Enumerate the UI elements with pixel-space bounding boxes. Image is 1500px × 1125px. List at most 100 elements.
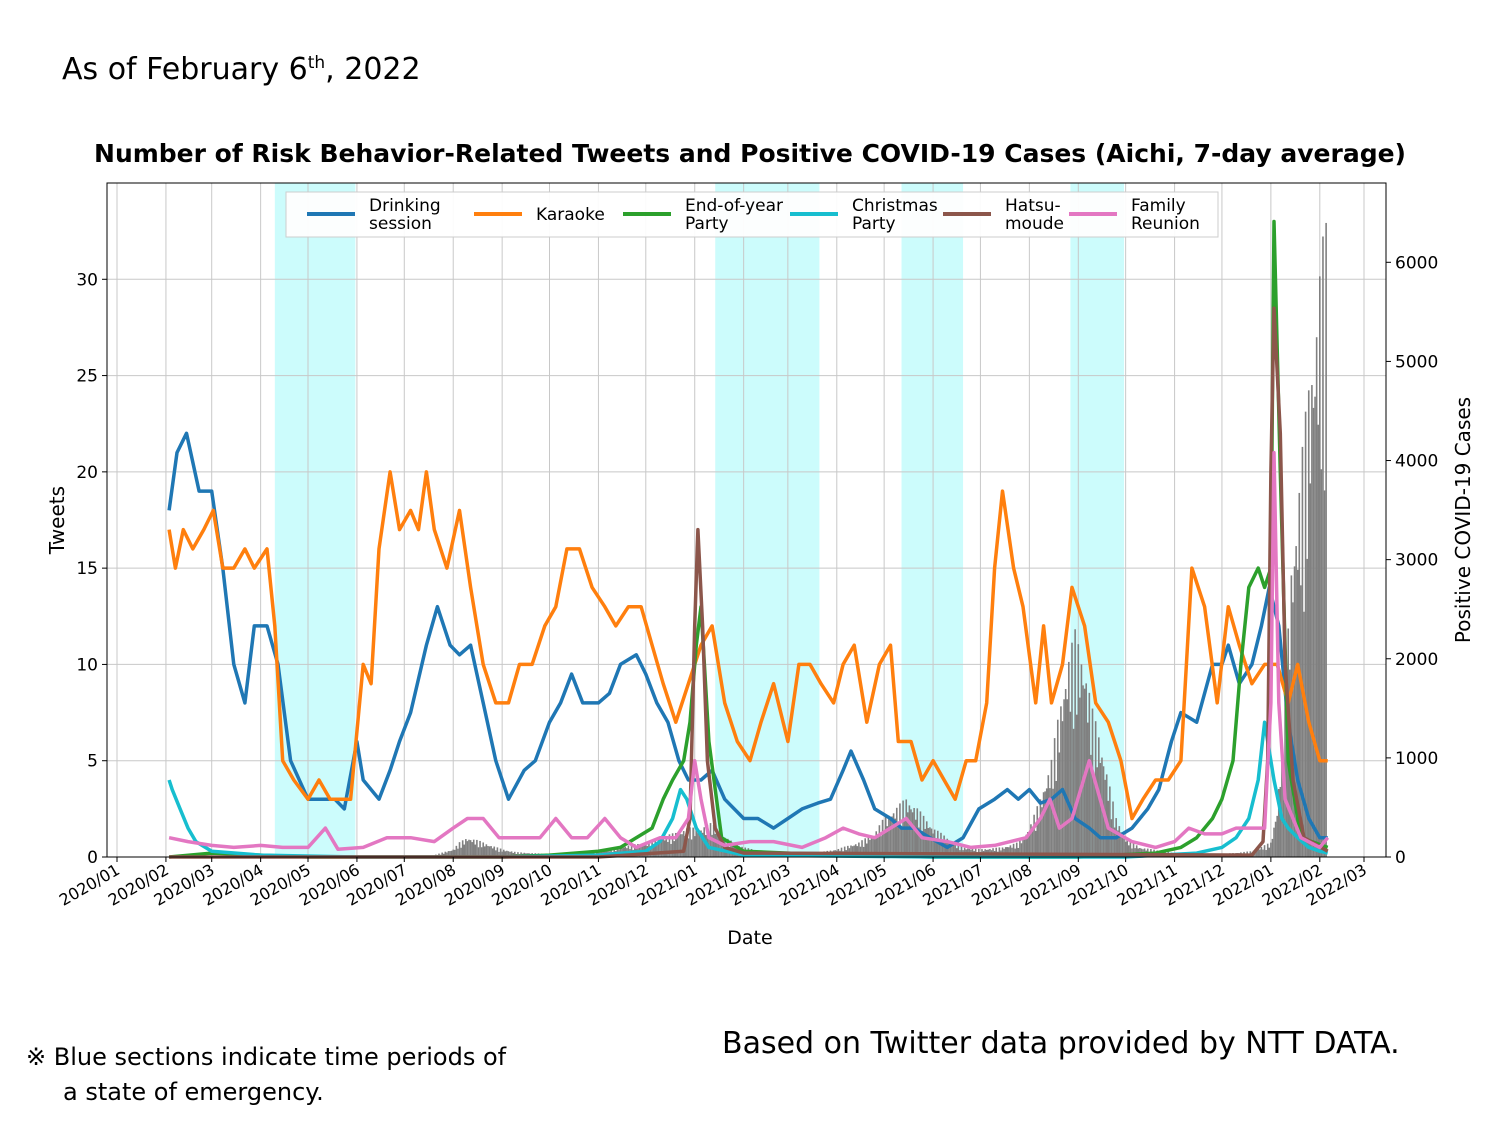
case-bar <box>1120 832 1122 857</box>
case-bar <box>441 852 443 857</box>
case-bar <box>476 839 478 857</box>
plot-frame <box>106 182 1387 858</box>
as-of-suffix: , 2022 <box>325 52 421 87</box>
case-bar <box>949 841 952 857</box>
case-bar <box>679 834 682 857</box>
case-bar <box>1300 585 1302 857</box>
legend-label-2: End-of-year Party <box>685 196 783 234</box>
case-bar <box>1039 799 1042 857</box>
case-bar <box>660 839 663 857</box>
y-tick-label-6: 30 <box>76 270 98 290</box>
case-bar <box>1044 791 1046 857</box>
case-bar <box>944 841 947 857</box>
case-bar <box>899 803 901 857</box>
case-bar <box>488 846 491 857</box>
case-bar <box>869 839 871 857</box>
case-bar <box>867 837 870 857</box>
case-bar <box>1315 337 1318 857</box>
case-bar <box>1314 396 1316 857</box>
y-tick-label-2: 10 <box>76 655 98 675</box>
case-bar <box>957 844 960 857</box>
case-bar <box>1304 411 1307 857</box>
case-bar <box>509 851 511 857</box>
case-bar <box>674 832 677 857</box>
case-bar <box>1277 789 1280 857</box>
case-bar <box>1116 830 1119 857</box>
case-bar <box>847 845 849 857</box>
case-bar <box>495 850 497 857</box>
case-bar <box>1079 697 1081 857</box>
case-bar <box>671 833 674 857</box>
series-line-4 <box>169 306 1329 859</box>
case-bar <box>1290 575 1293 857</box>
case-bar <box>493 846 496 857</box>
case-bar <box>697 833 699 857</box>
case-bar <box>1268 847 1271 857</box>
emergency-band-0 <box>274 183 356 857</box>
case-bar <box>1052 788 1054 857</box>
case-bar <box>952 845 955 857</box>
case-bar <box>927 828 930 857</box>
case-bar <box>701 832 704 857</box>
case-bar <box>1293 566 1296 857</box>
case-bar <box>1319 276 1321 857</box>
case-bar <box>1082 685 1084 857</box>
case-bar <box>903 818 906 857</box>
case-bars <box>433 222 1327 857</box>
case-bar <box>1060 706 1062 857</box>
case-bar <box>877 835 879 857</box>
case-bar <box>1265 850 1267 857</box>
case-bar <box>1075 714 1078 857</box>
case-bar <box>498 851 500 857</box>
case-bar <box>998 847 1001 857</box>
case-bar <box>1276 815 1278 857</box>
case-bar <box>1006 847 1009 857</box>
case-bar <box>1020 843 1023 857</box>
case-bar <box>954 842 956 857</box>
case-bar <box>1069 711 1072 857</box>
case-bar <box>1109 786 1111 857</box>
case-bar <box>1132 842 1135 857</box>
case-bar <box>1056 719 1059 857</box>
case-bar <box>1045 788 1048 857</box>
case-bar <box>948 841 950 857</box>
case-bar <box>1047 775 1050 857</box>
case-bar <box>717 833 720 857</box>
case-bar <box>1262 849 1264 857</box>
case-bar <box>1012 843 1015 857</box>
x-axis-label: Date <box>727 927 772 949</box>
case-bar <box>471 842 473 857</box>
case-bar <box>1312 407 1315 857</box>
case-bar <box>480 847 483 857</box>
case-bar <box>1042 792 1045 857</box>
case-bar <box>1259 849 1261 857</box>
legend-box <box>285 191 1219 238</box>
case-bar <box>657 838 660 857</box>
case-bar <box>850 845 852 857</box>
case-bar <box>1124 841 1127 857</box>
case-bar <box>861 840 863 857</box>
case-bar <box>1322 236 1324 857</box>
case-bar <box>1090 754 1092 857</box>
case-bar <box>706 824 709 857</box>
case-bar <box>878 825 881 857</box>
case-bar <box>469 840 472 857</box>
case-bar <box>513 851 516 857</box>
case-bar <box>1317 424 1320 857</box>
footnote-line-2: a state of emergency. <box>63 1078 324 1106</box>
case-bar <box>1077 644 1080 857</box>
case-bar <box>477 847 480 857</box>
case-bar <box>1307 390 1310 857</box>
case-bar <box>872 836 874 857</box>
case-bar <box>1296 569 1299 857</box>
case-bar <box>895 807 898 857</box>
case-bar <box>1068 661 1070 857</box>
case-bar <box>1303 611 1305 857</box>
case-bar <box>460 847 462 857</box>
case-bar <box>1113 827 1116 857</box>
case-bar <box>1270 842 1272 857</box>
case-bar <box>918 827 920 857</box>
case-bar <box>1025 834 1028 857</box>
case-bar <box>1071 642 1073 857</box>
y-tick-label-1: 5 <box>87 752 98 772</box>
